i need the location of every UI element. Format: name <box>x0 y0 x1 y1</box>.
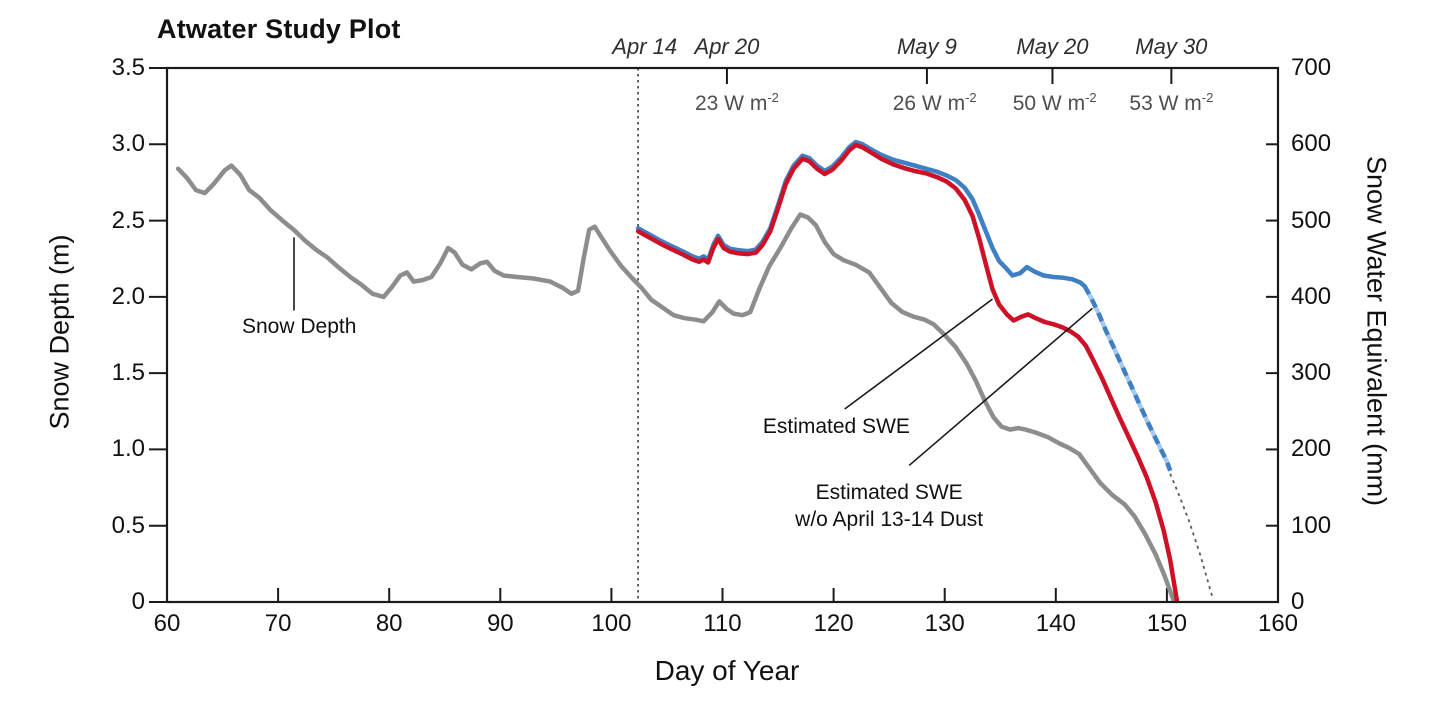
y-axis-left-title: Snow Depth (m) <box>44 234 75 430</box>
radiative-forcing-annotation: 23 W m-2 <box>694 90 779 115</box>
swe-no-dust-dotted-extension <box>1169 473 1214 598</box>
x-tick-label: 70 <box>264 610 292 637</box>
x-tick-label: 140 <box>1035 610 1076 637</box>
swe-curve <box>635 142 1180 603</box>
chart-title: Atwater Study Plot <box>157 14 401 44</box>
plot-frame <box>165 66 1280 604</box>
date-annotation: May 20 <box>1016 34 1089 59</box>
x-tick-label: 130 <box>924 610 965 637</box>
y-right-tick-label: 200 <box>1291 435 1332 463</box>
x-tick-label: 60 <box>153 610 181 637</box>
radiative-forcing-annotation: 53 W m-2 <box>1129 90 1214 115</box>
y-left-tick-label: 3.5 <box>111 54 145 81</box>
x-tick-label: 80 <box>375 610 403 637</box>
date-annotation: Apr 20 <box>694 34 760 59</box>
y-right-tick-label: 700 <box>1291 54 1332 81</box>
x-tick-label: 90 <box>486 610 514 637</box>
date-annotation: May 9 <box>896 34 957 59</box>
date-annotation: Apr 14 <box>612 34 678 59</box>
estimated-swe-series-label: Estimated SWE <box>762 415 910 439</box>
y-right-tick-label: 300 <box>1291 359 1332 387</box>
y-right-tick-label: 400 <box>1291 282 1332 310</box>
y-left-tick-label: 3.0 <box>111 130 145 158</box>
swe-no-dust-curve-underlay <box>1082 285 1173 472</box>
swe-no-dust-curve <box>635 139 1087 289</box>
y-left-tick-label: 1.5 <box>111 359 145 387</box>
y-axis-right-title: Snow Water Equivalent (mm) <box>1361 155 1392 507</box>
x-tick-label: 150 <box>1146 610 1187 637</box>
x-axis-title: Day of Year <box>654 655 800 686</box>
date-annotation: May 30 <box>1135 34 1208 59</box>
estimated-swe-no-dust-leader-line <box>908 307 1093 467</box>
x-tick-label: 120 <box>813 610 854 637</box>
estimated-swe-no-dust-line1: Estimated SWE <box>815 480 963 504</box>
snow-depth-curve <box>175 163 1176 603</box>
estimated-swe-leader-line <box>844 298 993 410</box>
x-tick-label: 110 <box>703 610 742 637</box>
estimated-swe-no-dust-series-label: Estimated SWE w/o April 13-14 Dust <box>795 479 983 533</box>
estimated-swe-no-dust-line2: w/o April 13-14 Dust <box>795 507 984 531</box>
y-left-tick-label: 1.0 <box>111 435 145 463</box>
snow-depth-series-label: Snow Depth <box>242 315 357 339</box>
y-left-tick-label: 2.0 <box>111 282 145 310</box>
y-left-tick-label: 0 <box>131 588 145 615</box>
y-left-tick-label: 2.5 <box>111 206 145 234</box>
y-right-tick-label: 0 <box>1291 588 1305 615</box>
y-left-tick-label: 0.5 <box>111 511 145 539</box>
radiative-forcing-annotation: 26 W m-2 <box>892 90 977 115</box>
x-tick-label: 100 <box>591 610 632 637</box>
y-right-tick-label: 500 <box>1291 206 1332 234</box>
y-right-tick-label: 600 <box>1291 130 1332 158</box>
y-right-tick-label: 100 <box>1291 511 1332 539</box>
radiative-forcing-annotation: 50 W m-2 <box>1012 90 1097 115</box>
x-tick-label: 160 <box>1257 610 1299 637</box>
